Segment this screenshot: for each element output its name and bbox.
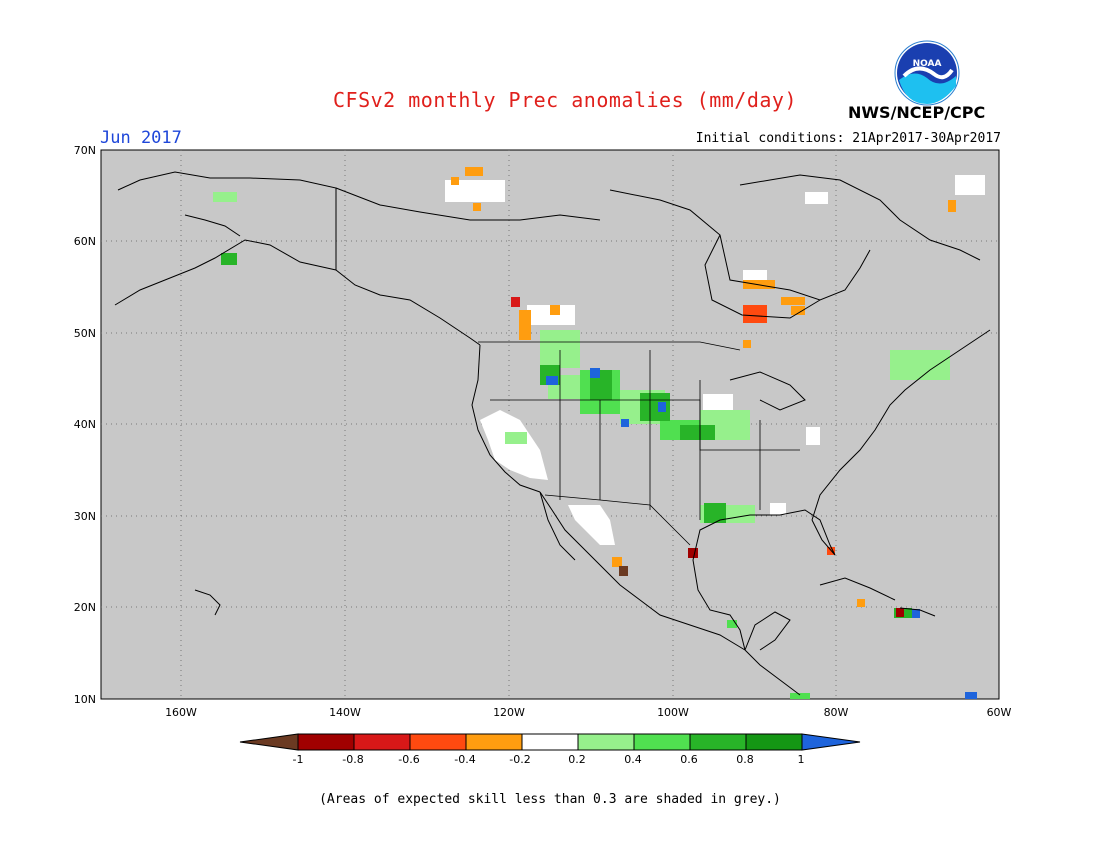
- lon-label: 60W: [987, 706, 1012, 719]
- logo-text: NOAA: [913, 59, 942, 69]
- initial-conditions: Initial conditions: 21Apr2017-30Apr2017: [695, 131, 1001, 146]
- lat-label: 50N: [74, 327, 96, 340]
- legend-label: -0.4: [454, 753, 475, 766]
- legend-arrow-high: [801, 733, 861, 751]
- legend-labels: -1 -0.8 -0.6 -0.4 -0.2 0.2 0.4 0.6 0.8 1: [293, 753, 805, 766]
- legend-label: 0.4: [624, 753, 642, 766]
- legend-swatch: [689, 733, 747, 751]
- legend-label: 0.8: [736, 753, 754, 766]
- legend-label: -0.2: [509, 753, 530, 766]
- lat-label: 30N: [74, 510, 96, 523]
- legend-swatch: [297, 733, 355, 751]
- legend-swatch: [465, 733, 523, 751]
- legend-arrow-low: [239, 733, 299, 751]
- legend-label: -1: [293, 753, 304, 766]
- org-label: NWS/NCEP/CPC: [848, 103, 986, 122]
- borders: [478, 341, 800, 546]
- lat-label: 10N: [74, 693, 96, 706]
- legend-swatch: [745, 733, 803, 751]
- lon-label: 160W: [165, 706, 197, 719]
- legend-label: 0.2: [568, 753, 586, 766]
- lon-label: 120W: [493, 706, 525, 719]
- map-frame: [100, 149, 1000, 700]
- forecast-month: Jun 2017: [100, 128, 182, 148]
- skill-caption: (Areas of expected skill less than 0.3 a…: [319, 792, 781, 807]
- lon-labels: 160W 140W 120W 100W 80W 60W: [165, 706, 1011, 719]
- legend-swatch: [409, 733, 467, 751]
- lat-label: 40N: [74, 418, 96, 431]
- legend-swatch: [633, 733, 691, 751]
- anomaly-max: [546, 368, 977, 699]
- legend-label: 0.6: [680, 753, 698, 766]
- lat-label: 20N: [74, 601, 96, 614]
- color-legend: [239, 733, 861, 751]
- legend-swatch: [353, 733, 411, 751]
- legend-label: -0.6: [398, 753, 419, 766]
- legend-swatch: [577, 733, 635, 751]
- noaa-logo: NOAA: [894, 40, 960, 106]
- legend-label: 1: [798, 753, 805, 766]
- lat-labels: 70N 60N 50N 40N 30N 20N 10N: [74, 144, 96, 706]
- lon-label: 80W: [824, 706, 849, 719]
- lon-label: 140W: [329, 706, 361, 719]
- lat-label: 70N: [74, 144, 96, 157]
- lon-label: 100W: [657, 706, 689, 719]
- legend-swatch: [521, 733, 579, 751]
- lat-label: 60N: [74, 235, 96, 248]
- legend-label: -0.8: [342, 753, 363, 766]
- chart-title: CFSv2 monthly Prec anomalies (mm/day): [332, 88, 798, 112]
- coastlines: [114, 171, 991, 696]
